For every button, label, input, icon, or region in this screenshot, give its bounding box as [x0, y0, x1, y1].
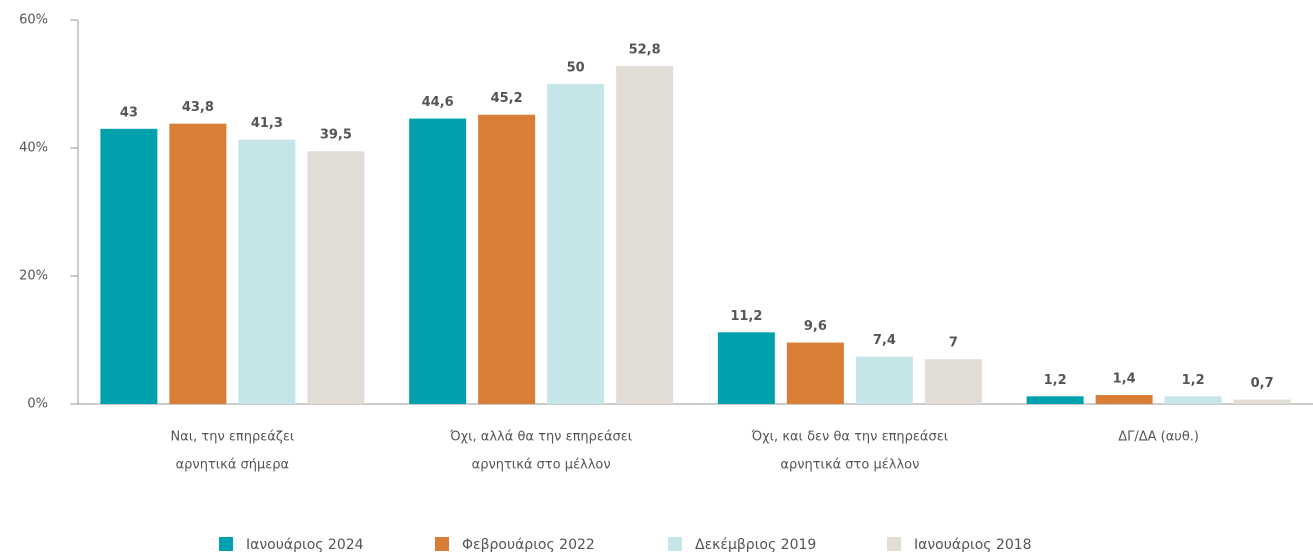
legend-swatch: [435, 537, 449, 551]
data-label: 43,8: [182, 100, 214, 115]
y-tick-label: 60%: [19, 13, 48, 28]
data-label: 7,4: [873, 333, 896, 348]
x-tick-label: Ναι, την επηρεάζει: [170, 430, 294, 445]
x-tick-label: ΔΓ/ΔΑ (αυθ.): [1118, 430, 1199, 445]
bar: [1026, 396, 1084, 404]
bar: [169, 123, 227, 405]
x-tick-label: αρνητικά στο μέλλον: [780, 458, 919, 473]
x-tick-label: αρνητικά σήμερα: [176, 458, 290, 473]
bar: [409, 118, 467, 404]
legend-label: Φεβρουάριος 2022: [462, 537, 595, 553]
data-label: 50: [567, 61, 585, 76]
data-label: 9,6: [804, 319, 827, 334]
data-label: 45,2: [491, 91, 523, 106]
data-label: 39,5: [320, 128, 352, 143]
bar: [100, 128, 158, 405]
bar: [717, 332, 775, 404]
bar: [1164, 396, 1222, 404]
bar: [924, 359, 982, 404]
bar: [478, 114, 536, 404]
bar: [616, 66, 674, 404]
data-label: 7: [949, 336, 958, 351]
data-label: 1,2: [1182, 373, 1205, 388]
bar: [786, 342, 844, 404]
legend-swatch: [219, 537, 233, 551]
bar: [855, 356, 913, 404]
bar: [238, 139, 296, 404]
data-label: 43: [120, 105, 138, 120]
bar: [1095, 395, 1153, 404]
data-label: 41,3: [251, 116, 283, 131]
data-label: 11,2: [730, 309, 762, 324]
y-tick-label: 40%: [19, 141, 48, 156]
data-label: 52,8: [629, 43, 661, 58]
bar: [547, 84, 605, 404]
legend-label: Δεκέμβριος 2019: [695, 537, 816, 553]
legend-swatch: [887, 537, 901, 551]
bar: [307, 151, 365, 404]
bar: [1233, 399, 1291, 404]
x-tick-label: Όχι, και δεν θα την επηρεάσει: [751, 430, 949, 445]
legend-label: Ιανουάριος 2018: [914, 537, 1032, 553]
legend-swatch: [668, 537, 682, 551]
data-label: 44,6: [422, 95, 454, 110]
data-label: 0,7: [1251, 376, 1274, 391]
x-tick-label: Όχι, αλλά θα την επηρεάσει: [449, 430, 632, 445]
y-tick-label: 20%: [19, 269, 48, 284]
data-label: 1,2: [1044, 373, 1067, 388]
legend-label: Ιανουάριος 2024: [246, 537, 364, 553]
data-label: 1,4: [1113, 372, 1136, 387]
x-tick-label: αρνητικά στο μέλλον: [472, 458, 611, 473]
y-tick-label: 0%: [27, 397, 48, 412]
